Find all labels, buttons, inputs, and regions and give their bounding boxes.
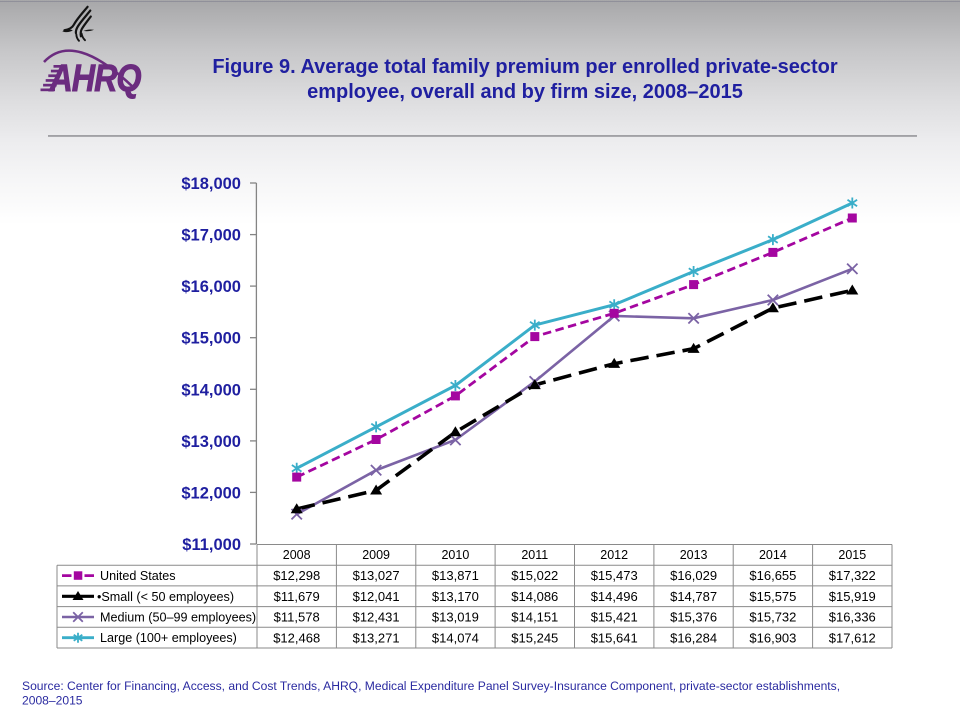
svg-text:$17,000: $17,000: [181, 227, 241, 245]
svg-text:$15,245: $15,245: [511, 630, 558, 645]
svg-text:$12,000: $12,000: [181, 484, 241, 502]
svg-text:$12,041: $12,041: [353, 589, 400, 604]
svg-text:$15,641: $15,641: [591, 630, 638, 645]
svg-text:$14,787: $14,787: [670, 589, 717, 604]
svg-text:•Small (< 50 employees): •Small (< 50 employees): [97, 590, 234, 604]
svg-text:$16,000: $16,000: [181, 278, 241, 296]
svg-text:$15,575: $15,575: [749, 589, 796, 604]
svg-text:$11,578: $11,578: [274, 610, 320, 625]
svg-text:$16,284: $16,284: [670, 630, 717, 645]
svg-text:$11,000: $11,000: [182, 536, 241, 554]
svg-text:Large (100+ employees): Large (100+ employees): [100, 631, 237, 645]
svg-text:2008–2015: 2008–2015: [22, 694, 83, 708]
svg-text:2012: 2012: [600, 548, 628, 562]
svg-text:$13,019: $13,019: [432, 610, 479, 625]
svg-text:2009: 2009: [362, 548, 390, 562]
svg-text:$12,468: $12,468: [273, 630, 320, 645]
svg-text:$11,679: $11,679: [274, 589, 320, 604]
svg-text:$15,376: $15,376: [670, 610, 717, 625]
svg-text:Source: Center for Financing,: Source: Center for Financing, Access, an…: [22, 679, 840, 693]
svg-text:$15,473: $15,473: [591, 568, 638, 583]
svg-text:employee, overall and by firm: employee, overall and by firm size, 2008…: [307, 81, 743, 103]
svg-text:2014: 2014: [759, 548, 787, 562]
svg-text:$14,151: $14,151: [511, 610, 558, 625]
svg-text:Medium (50–99 employees): Medium (50–99 employees): [100, 611, 256, 625]
svg-text:$16,336: $16,336: [829, 610, 876, 625]
svg-text:$14,086: $14,086: [511, 589, 558, 604]
svg-text:$13,000: $13,000: [181, 433, 241, 451]
svg-text:$12,431: $12,431: [353, 610, 400, 625]
svg-text:$13,170: $13,170: [432, 589, 479, 604]
svg-text:AHRQ: AHRQ: [49, 58, 142, 100]
svg-text:$16,029: $16,029: [670, 568, 717, 583]
svg-text:$16,903: $16,903: [749, 630, 796, 645]
svg-text:$15,022: $15,022: [511, 568, 558, 583]
svg-text:$17,322: $17,322: [829, 568, 876, 583]
svg-text:2011: 2011: [521, 548, 548, 562]
svg-text:$15,732: $15,732: [749, 610, 796, 625]
svg-text:$13,271: $13,271: [353, 630, 400, 645]
svg-text:$15,000: $15,000: [181, 330, 241, 348]
svg-text:2010: 2010: [441, 548, 469, 562]
svg-text:$13,871: $13,871: [432, 568, 479, 583]
svg-text:$14,074: $14,074: [432, 630, 479, 645]
svg-text:United States: United States: [100, 569, 176, 583]
svg-text:2008: 2008: [283, 548, 311, 562]
svg-text:2013: 2013: [680, 548, 708, 562]
svg-text:$12,298: $12,298: [273, 568, 320, 583]
svg-text:$14,000: $14,000: [181, 381, 241, 399]
svg-text:$17,612: $17,612: [829, 630, 876, 645]
svg-text:Figure 9. Average total family: Figure 9. Average total family premium p…: [212, 56, 838, 78]
svg-text:$15,919: $15,919: [829, 589, 876, 604]
svg-text:$13,027: $13,027: [353, 568, 400, 583]
svg-text:$15,421: $15,421: [591, 610, 638, 625]
svg-text:$16,655: $16,655: [749, 568, 796, 583]
svg-text:$18,000: $18,000: [181, 175, 241, 193]
svg-text:2015: 2015: [838, 548, 866, 562]
svg-text:$14,496: $14,496: [591, 589, 638, 604]
